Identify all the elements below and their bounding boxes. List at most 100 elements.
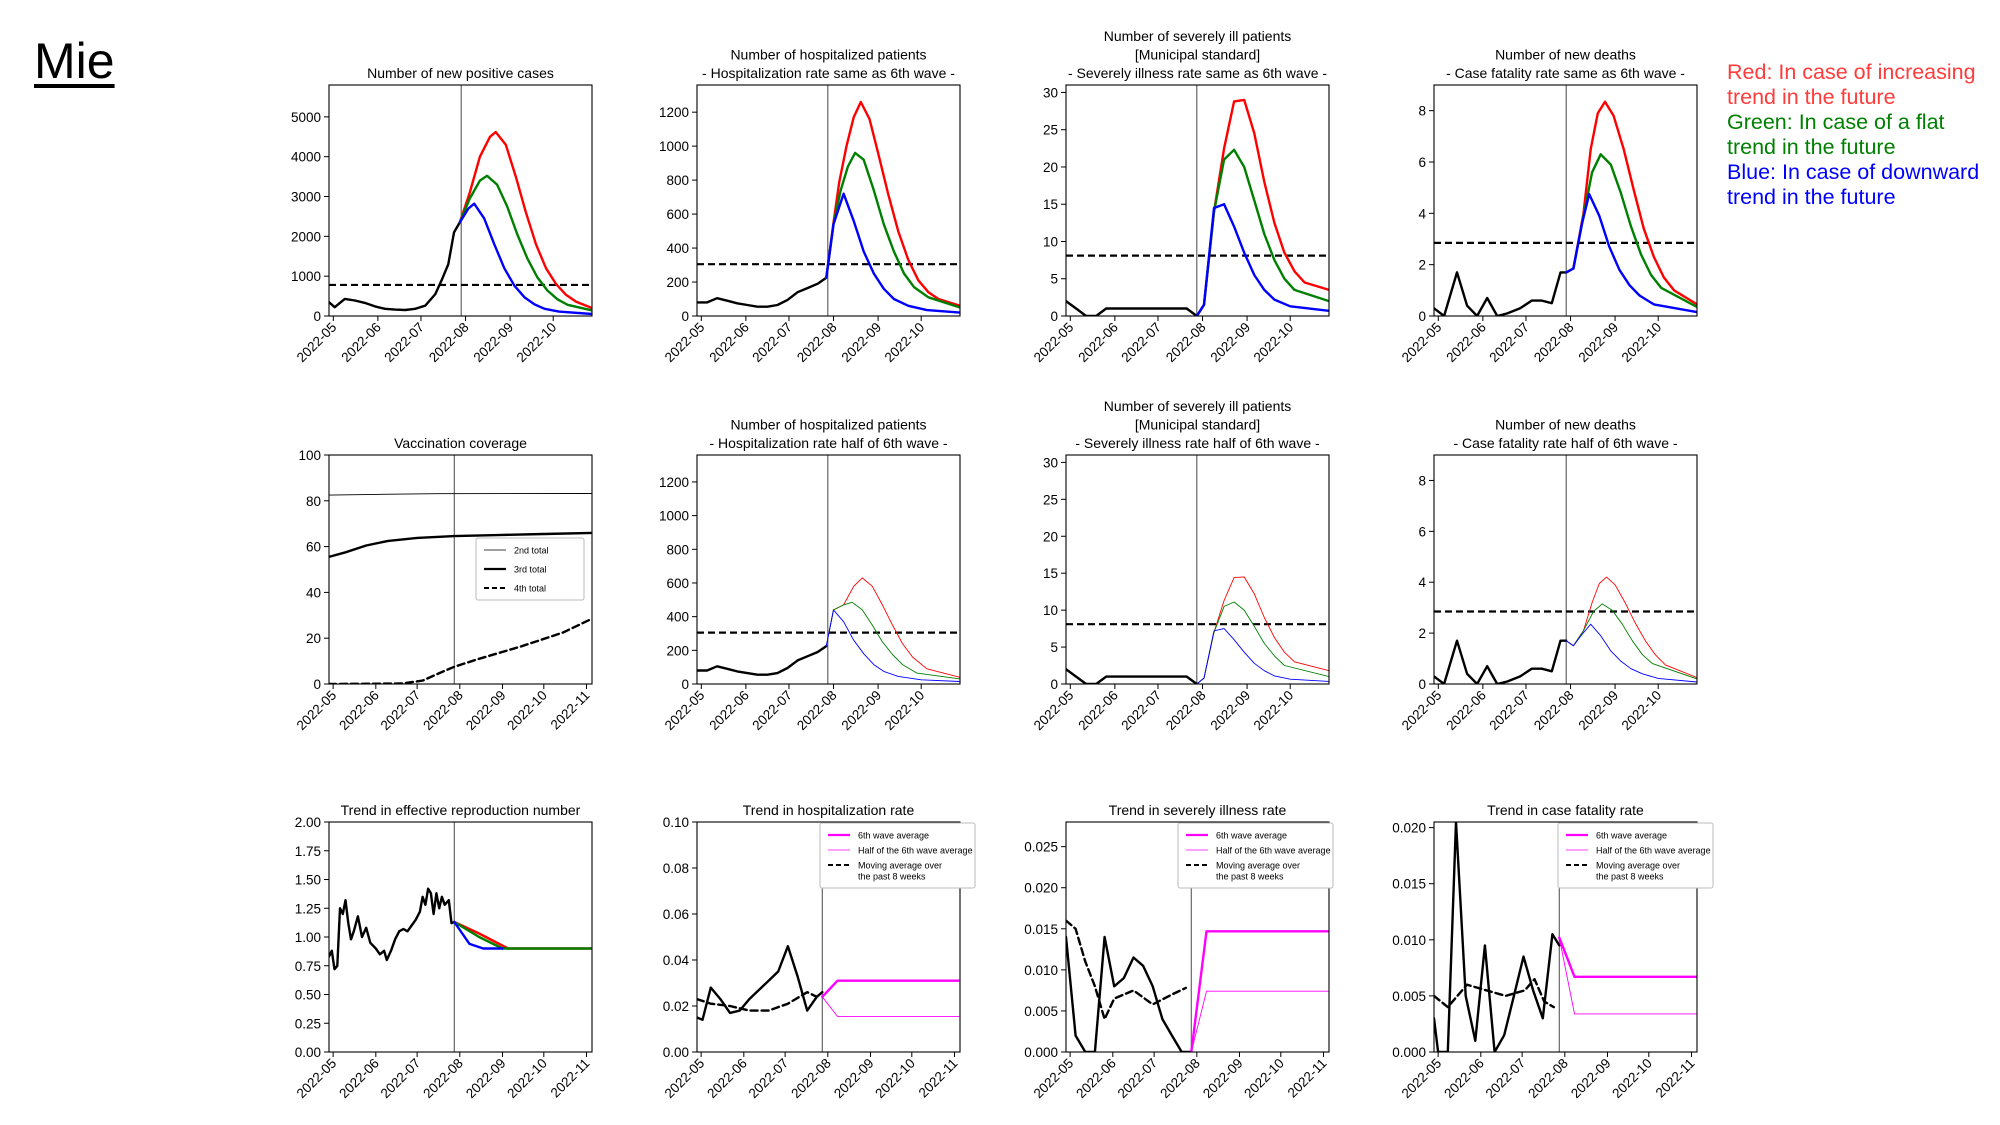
y-tick-label: 0.00 (663, 1045, 689, 1060)
y-tick-label: 4000 (291, 150, 321, 165)
y-tick-label: 2 (1418, 258, 1426, 273)
y-tick-label: 100 (298, 448, 321, 463)
x-tick-label: 2022-10 (1609, 1056, 1655, 1102)
x-tick-label: 2022-06 (1073, 1056, 1119, 1102)
y-tick-label: 0.04 (663, 953, 690, 968)
legend-entry: Moving average over (1596, 861, 1680, 871)
y-tick-label: 0 (313, 309, 321, 324)
y-tick-label: 8 (1418, 104, 1426, 119)
y-tick-label: 0 (1050, 677, 1058, 692)
x-tick-label: 2022-07 (749, 320, 795, 366)
plot-area (697, 85, 960, 316)
legend-entry: the past 8 weeks (1216, 872, 1284, 882)
series-line (1434, 639, 1568, 684)
y-tick-label: 0.015 (1024, 922, 1058, 937)
x-tick-label: 2022-10 (514, 320, 560, 366)
y-tick-label: 80 (306, 494, 321, 509)
y-tick-label: 3000 (291, 190, 321, 205)
plot-area (1066, 822, 1329, 1052)
y-tick-label: 0.75 (295, 959, 321, 974)
legend-entry: 6th wave average (1596, 831, 1667, 841)
y-tick-label: 30 (1043, 85, 1058, 100)
x-tick-label: 2022-06 (706, 320, 752, 366)
chart-title: Trend in effective reproduction number (341, 802, 581, 818)
x-tick-label: 2022-11 (1653, 1056, 1698, 1101)
y-tick-label: 0.025 (1024, 840, 1058, 855)
x-tick-label: 2022-09 (1568, 1056, 1614, 1102)
series-line (329, 531, 592, 559)
x-tick-label: 2022-08 (420, 688, 466, 734)
x-tick-label: 2022-06 (1443, 320, 1489, 366)
y-tick-label: 0.50 (295, 988, 321, 1003)
region-title: Mie (34, 33, 115, 89)
series-line (1066, 299, 1198, 316)
x-tick-label: 2022-10 (882, 320, 928, 366)
y-tick-label: 5 (1050, 640, 1058, 655)
x-tick-label: 2022-05 (294, 1056, 340, 1102)
plot-area (1434, 85, 1697, 316)
x-tick-label: 2022-08 (1163, 320, 1209, 366)
x-tick-label: 2022-06 (336, 688, 382, 734)
x-tick-label: 2022-08 (1525, 1056, 1571, 1102)
y-tick-label: 400 (666, 241, 689, 256)
y-tick-label: 0.000 (1392, 1045, 1426, 1060)
x-tick-label: 2022-08 (1157, 1056, 1203, 1102)
x-tick-label: 2022-09 (471, 320, 517, 366)
x-tick-label: 2022-10 (1619, 320, 1665, 366)
x-tick-label: 2022-07 (1118, 688, 1164, 734)
series-line (825, 601, 960, 680)
axes-frame (328, 454, 593, 685)
y-tick-label: 0.010 (1392, 933, 1426, 948)
axes-frame (1065, 84, 1330, 317)
chart-title: Number of severely ill patients (1104, 28, 1292, 44)
y-tick-label: 2000 (291, 229, 321, 244)
series-line (1565, 576, 1697, 679)
y-tick-label: 0.020 (1392, 821, 1426, 836)
y-tick-label: 0.25 (295, 1016, 321, 1031)
y-tick-label: 0 (1418, 677, 1426, 692)
series-line (1195, 203, 1329, 316)
plot-area (329, 822, 592, 1052)
scenario-color-note: Red: In case of increasing trend in the f… (1727, 60, 1997, 210)
series-line (697, 945, 824, 1021)
x-tick-label: 2022-06 (1075, 320, 1121, 366)
y-tick-label: 4 (1418, 206, 1426, 221)
legend-entry: Half of the 6th wave average (858, 846, 973, 856)
axes-frame (1065, 454, 1330, 685)
chart-cfrate: Trend in case fatality rate 0.000 0.005 0.0… (1392, 802, 1714, 1102)
chart-title: Trend in severely illness rate (1109, 802, 1287, 818)
y-tick-label: 200 (666, 643, 689, 658)
x-tick-label: 2022-10 (504, 688, 550, 734)
chart-title: - Case fatality rate same as 6th wave - (1446, 65, 1685, 81)
y-tick-label: 0.005 (1392, 989, 1426, 1004)
y-tick-label: 20 (306, 631, 321, 646)
x-tick-label: 2022-11 (548, 1056, 593, 1101)
series-line (697, 276, 828, 308)
legend-entry: the past 8 weeks (858, 872, 926, 882)
y-tick-label: 40 (306, 585, 321, 600)
x-tick-label: 2022-05 (1399, 1056, 1445, 1102)
axes-frame (1433, 454, 1698, 685)
series-line (821, 996, 960, 1017)
series-line (1565, 603, 1697, 680)
y-tick-label: 0.005 (1024, 1004, 1058, 1019)
y-tick-label: 0 (1418, 309, 1426, 324)
legend-box (1557, 822, 1714, 889)
y-tick-label: 800 (666, 542, 689, 557)
y-tick-label: 400 (666, 610, 689, 625)
chart-title: Number of hospitalized patients (730, 47, 926, 63)
y-tick-label: 1000 (659, 509, 689, 524)
x-tick-label: 2022-05 (1399, 688, 1445, 734)
x-tick-label: 2022-07 (1115, 1056, 1161, 1102)
x-tick-label: 2022-05 (662, 1056, 708, 1102)
series-line (1434, 822, 1561, 1052)
chart-title: - Severely illness rate same as 6th wave… (1068, 65, 1327, 81)
chart-title: Number of new positive cases (367, 65, 554, 81)
series-line (825, 192, 960, 314)
chart-title: - Severely illness rate half of 6th wave… (1075, 435, 1320, 451)
chart-vacc: Vaccination coverage0204060801002022-052… (294, 435, 593, 733)
series-line (1434, 977, 1555, 1009)
y-tick-label: 5 (1050, 272, 1058, 287)
y-tick-label: 2 (1418, 626, 1426, 641)
legend-entry: Half of the 6th wave average (1216, 846, 1331, 856)
